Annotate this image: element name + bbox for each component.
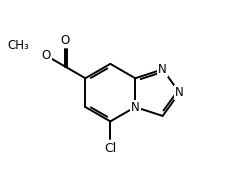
- Text: N: N: [175, 86, 184, 99]
- Text: N: N: [158, 63, 167, 76]
- Text: O: O: [42, 49, 51, 62]
- Text: CH₃: CH₃: [7, 39, 29, 52]
- Text: N: N: [131, 101, 140, 114]
- Text: O: O: [60, 34, 70, 47]
- Text: Cl: Cl: [104, 142, 116, 155]
